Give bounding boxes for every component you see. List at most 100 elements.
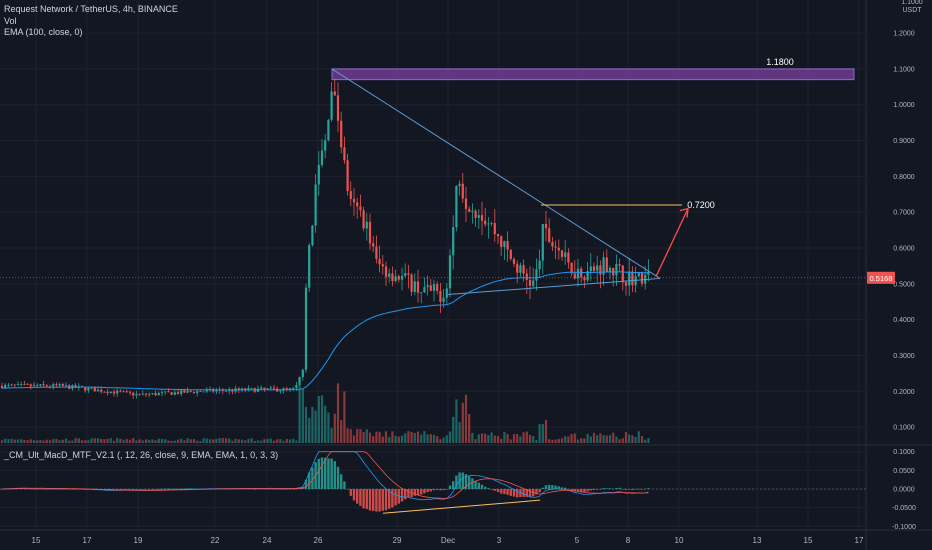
volume-bar xyxy=(23,439,26,443)
macd-bar xyxy=(141,489,144,490)
breakout-arrow xyxy=(655,208,689,277)
price-tick-label: 0.5000 xyxy=(893,281,915,288)
volume-bar xyxy=(365,429,368,443)
volume-bar xyxy=(544,419,548,443)
macd-tick-label: -0.0500 xyxy=(892,505,916,512)
volume-bar xyxy=(7,439,10,443)
macd-bar xyxy=(154,488,157,490)
volume-bar xyxy=(173,440,176,443)
price-tick-label: 0.8000 xyxy=(893,174,915,181)
candle-body xyxy=(583,277,586,281)
candle-body xyxy=(445,288,448,298)
volume-bar xyxy=(391,431,394,443)
volume-bar xyxy=(116,438,119,443)
candle-body xyxy=(544,224,548,229)
volume-bar xyxy=(605,435,608,443)
macd-bar xyxy=(135,489,138,490)
macd-bar xyxy=(148,489,151,490)
macd-bar xyxy=(266,488,269,490)
macd-bar xyxy=(343,481,346,489)
candle-body xyxy=(458,183,461,186)
price-tick-label: 0.4000 xyxy=(893,317,915,324)
candle-body xyxy=(90,387,93,389)
volume-bar xyxy=(138,439,141,443)
candle-body xyxy=(493,223,496,235)
volume-bar xyxy=(106,438,109,443)
candle-body xyxy=(16,384,20,386)
volume-bar xyxy=(384,431,388,443)
volume-bar xyxy=(484,433,487,443)
candle-body xyxy=(103,391,106,393)
macd-bar xyxy=(404,489,407,500)
macd-bar xyxy=(570,489,573,491)
volume-bar xyxy=(189,439,192,443)
volume-bar xyxy=(276,439,279,443)
macd-bar xyxy=(39,488,42,490)
macd-bar xyxy=(52,489,55,490)
volume-bar xyxy=(426,434,429,443)
volume-bar xyxy=(228,438,231,443)
macd-bar xyxy=(564,487,567,489)
macd-bar xyxy=(445,489,448,490)
macd-bar xyxy=(109,489,112,490)
macd-bar xyxy=(484,486,487,489)
volume-bar xyxy=(640,435,644,443)
candle-body xyxy=(413,281,416,292)
volume-bar xyxy=(4,438,7,443)
volume-bar xyxy=(32,440,36,443)
macd-bar xyxy=(157,488,160,490)
volume-bar xyxy=(567,436,570,443)
time-tick-label: 19 xyxy=(134,536,143,545)
candle-body xyxy=(426,285,429,288)
candle-body xyxy=(320,150,324,166)
candle-body xyxy=(308,245,311,288)
candle-body xyxy=(500,236,503,247)
macd-bar xyxy=(448,485,452,489)
volume-bar xyxy=(231,440,234,443)
target-label: 0.7200 xyxy=(687,200,715,210)
candle-body xyxy=(180,390,183,394)
macd-bar xyxy=(288,489,292,490)
candle-body xyxy=(586,270,589,281)
volume-bar xyxy=(340,420,343,443)
volume-bar xyxy=(452,416,455,443)
candle-body xyxy=(576,268,580,279)
macd-bar xyxy=(317,458,320,489)
candle-body xyxy=(39,384,42,386)
volume-bar xyxy=(202,438,205,443)
candle-body xyxy=(36,384,39,386)
macd-bar xyxy=(471,478,474,489)
volume-bar xyxy=(554,439,557,443)
volume-bar xyxy=(532,436,535,443)
candle-body xyxy=(298,377,301,385)
volume-bar xyxy=(74,438,77,443)
candle-body xyxy=(455,185,458,228)
candle-body xyxy=(237,388,240,390)
volume-bar xyxy=(170,440,173,443)
candle-body xyxy=(58,384,61,386)
macd-bar xyxy=(503,489,506,495)
candle-body xyxy=(420,292,423,294)
candle-body xyxy=(186,390,189,393)
volume-bar xyxy=(624,432,628,443)
macd-bar xyxy=(576,489,580,492)
macd-bar xyxy=(634,489,637,490)
candle-body xyxy=(452,227,455,256)
volume-bar xyxy=(637,431,640,443)
volume-bar xyxy=(407,431,410,443)
volume-bar xyxy=(141,440,144,443)
volume-bar xyxy=(493,435,496,443)
macd-bar xyxy=(522,489,525,497)
volume-bar xyxy=(416,431,420,443)
candle-body xyxy=(55,384,58,386)
macd-bar xyxy=(292,488,295,490)
arrow-head xyxy=(679,207,689,218)
macd-legend: _CM_Ult_MacD_MTF_V2.1 (, 12, 26, close, … xyxy=(4,450,279,460)
macd-bar xyxy=(368,489,372,511)
macd-bar xyxy=(138,489,141,490)
volume-bar xyxy=(599,433,602,443)
candle-body xyxy=(266,388,269,390)
volume-bar xyxy=(372,436,375,443)
macd-bar xyxy=(592,489,596,491)
